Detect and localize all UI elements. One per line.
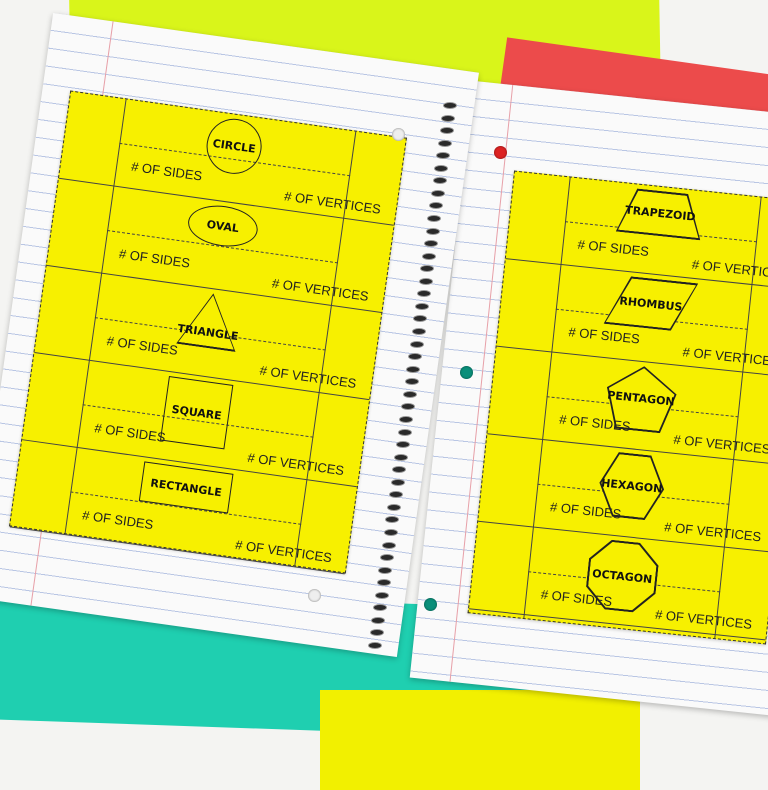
spiral-coil bbox=[416, 290, 431, 298]
spiral-coil bbox=[397, 428, 412, 436]
shape-name: OCTAGON bbox=[591, 566, 653, 586]
spiral-coil bbox=[404, 378, 419, 386]
spiral-coil bbox=[436, 152, 451, 160]
shape-name: RECTANGLE bbox=[149, 476, 223, 499]
sides-label: # OF SIDES bbox=[105, 333, 179, 358]
spiral-coil bbox=[392, 466, 407, 474]
spiral-coil bbox=[394, 453, 409, 461]
right-shapes-foldable: TRAPEZOID # OF SIDES # OF VERTICES RHOMB… bbox=[467, 170, 768, 645]
left-shapes-foldable: CIRCLE # OF SIDES # OF VERTICES OVAL # OF… bbox=[9, 90, 407, 575]
spiral-coil bbox=[395, 441, 410, 449]
sides-label: # OF SIDES bbox=[93, 420, 167, 446]
spiral-coil bbox=[390, 478, 405, 486]
spiral-coil bbox=[429, 202, 444, 210]
spiral-coil bbox=[388, 491, 403, 499]
spiral-coil bbox=[418, 277, 433, 285]
spiral-coil bbox=[437, 139, 452, 147]
vertices-label: # OF VERTICES bbox=[663, 519, 762, 545]
punch-hole bbox=[308, 589, 321, 602]
punch-hole bbox=[392, 128, 405, 141]
spiral-coil bbox=[380, 554, 395, 562]
spiral-coil bbox=[439, 127, 454, 135]
shape-name: PENTAGON bbox=[606, 388, 676, 409]
shape-name: OVAL bbox=[205, 217, 240, 235]
spiral-coil bbox=[415, 302, 430, 310]
punch-hole bbox=[424, 598, 437, 611]
sides-label: # OF SIDES bbox=[118, 245, 191, 271]
spiral-coil bbox=[374, 591, 389, 599]
spiral-coil bbox=[378, 566, 393, 574]
spiral-coil bbox=[387, 503, 402, 511]
square-shape: SQUARE bbox=[159, 376, 234, 450]
shape-name: CIRCLE bbox=[211, 136, 257, 156]
spiral-coil bbox=[373, 604, 388, 612]
vertices-label: # OF VERTICES bbox=[681, 344, 768, 370]
spiral-coil bbox=[411, 328, 426, 336]
shape-name: SQUARE bbox=[170, 402, 223, 423]
shape-name: RHOMBUS bbox=[618, 293, 684, 314]
spiral-coil bbox=[376, 579, 391, 587]
spiral-coil bbox=[369, 629, 384, 637]
circle-shape: CIRCLE bbox=[203, 115, 266, 178]
spiral-coil bbox=[425, 227, 440, 235]
spiral-coil bbox=[402, 390, 417, 398]
shape-name: TRAPEZOID bbox=[624, 203, 697, 224]
spiral-coil bbox=[420, 265, 435, 273]
spiral-coil bbox=[434, 164, 449, 172]
spiral-coil bbox=[399, 415, 414, 423]
punch-hole bbox=[494, 146, 507, 159]
spiral-coil bbox=[432, 177, 447, 185]
spiral-coil bbox=[385, 516, 400, 524]
spiral-coil bbox=[423, 240, 438, 248]
spiral-coil bbox=[422, 252, 437, 260]
spiral-coil bbox=[371, 616, 386, 624]
spiral-coil bbox=[441, 114, 456, 122]
spiral-coil bbox=[409, 340, 424, 348]
shape-name: HEXAGON bbox=[600, 476, 663, 496]
vertices-label: # OF VERTICES bbox=[672, 431, 768, 457]
spiral-coil bbox=[368, 642, 382, 649]
spiral-coil bbox=[408, 353, 423, 361]
vertices-label: # OF VERTICES bbox=[691, 256, 768, 282]
sides-label: # OF SIDES bbox=[81, 507, 155, 533]
spiral-coil bbox=[430, 189, 445, 197]
spiral-coil bbox=[413, 315, 428, 323]
sides-label: # OF SIDES bbox=[130, 158, 204, 184]
spiral-coil bbox=[383, 528, 398, 536]
vertices-label: # OF VERTICES bbox=[234, 536, 333, 566]
punch-hole bbox=[460, 366, 473, 379]
sides-label: # OF SIDES bbox=[567, 324, 641, 347]
sides-label: # OF SIDES bbox=[576, 236, 650, 260]
spiral-coil bbox=[443, 102, 457, 109]
vertices-label: # OF VERTICES bbox=[654, 606, 753, 632]
spiral-coil bbox=[381, 541, 396, 549]
shape-name: TRIANGLE bbox=[176, 321, 240, 344]
spiral-coil bbox=[406, 365, 421, 373]
spiral-coil bbox=[401, 403, 416, 411]
yellow-paper bbox=[320, 690, 640, 790]
spiral-coil bbox=[427, 215, 442, 223]
rectangle-shape: RECTANGLE bbox=[138, 461, 234, 514]
